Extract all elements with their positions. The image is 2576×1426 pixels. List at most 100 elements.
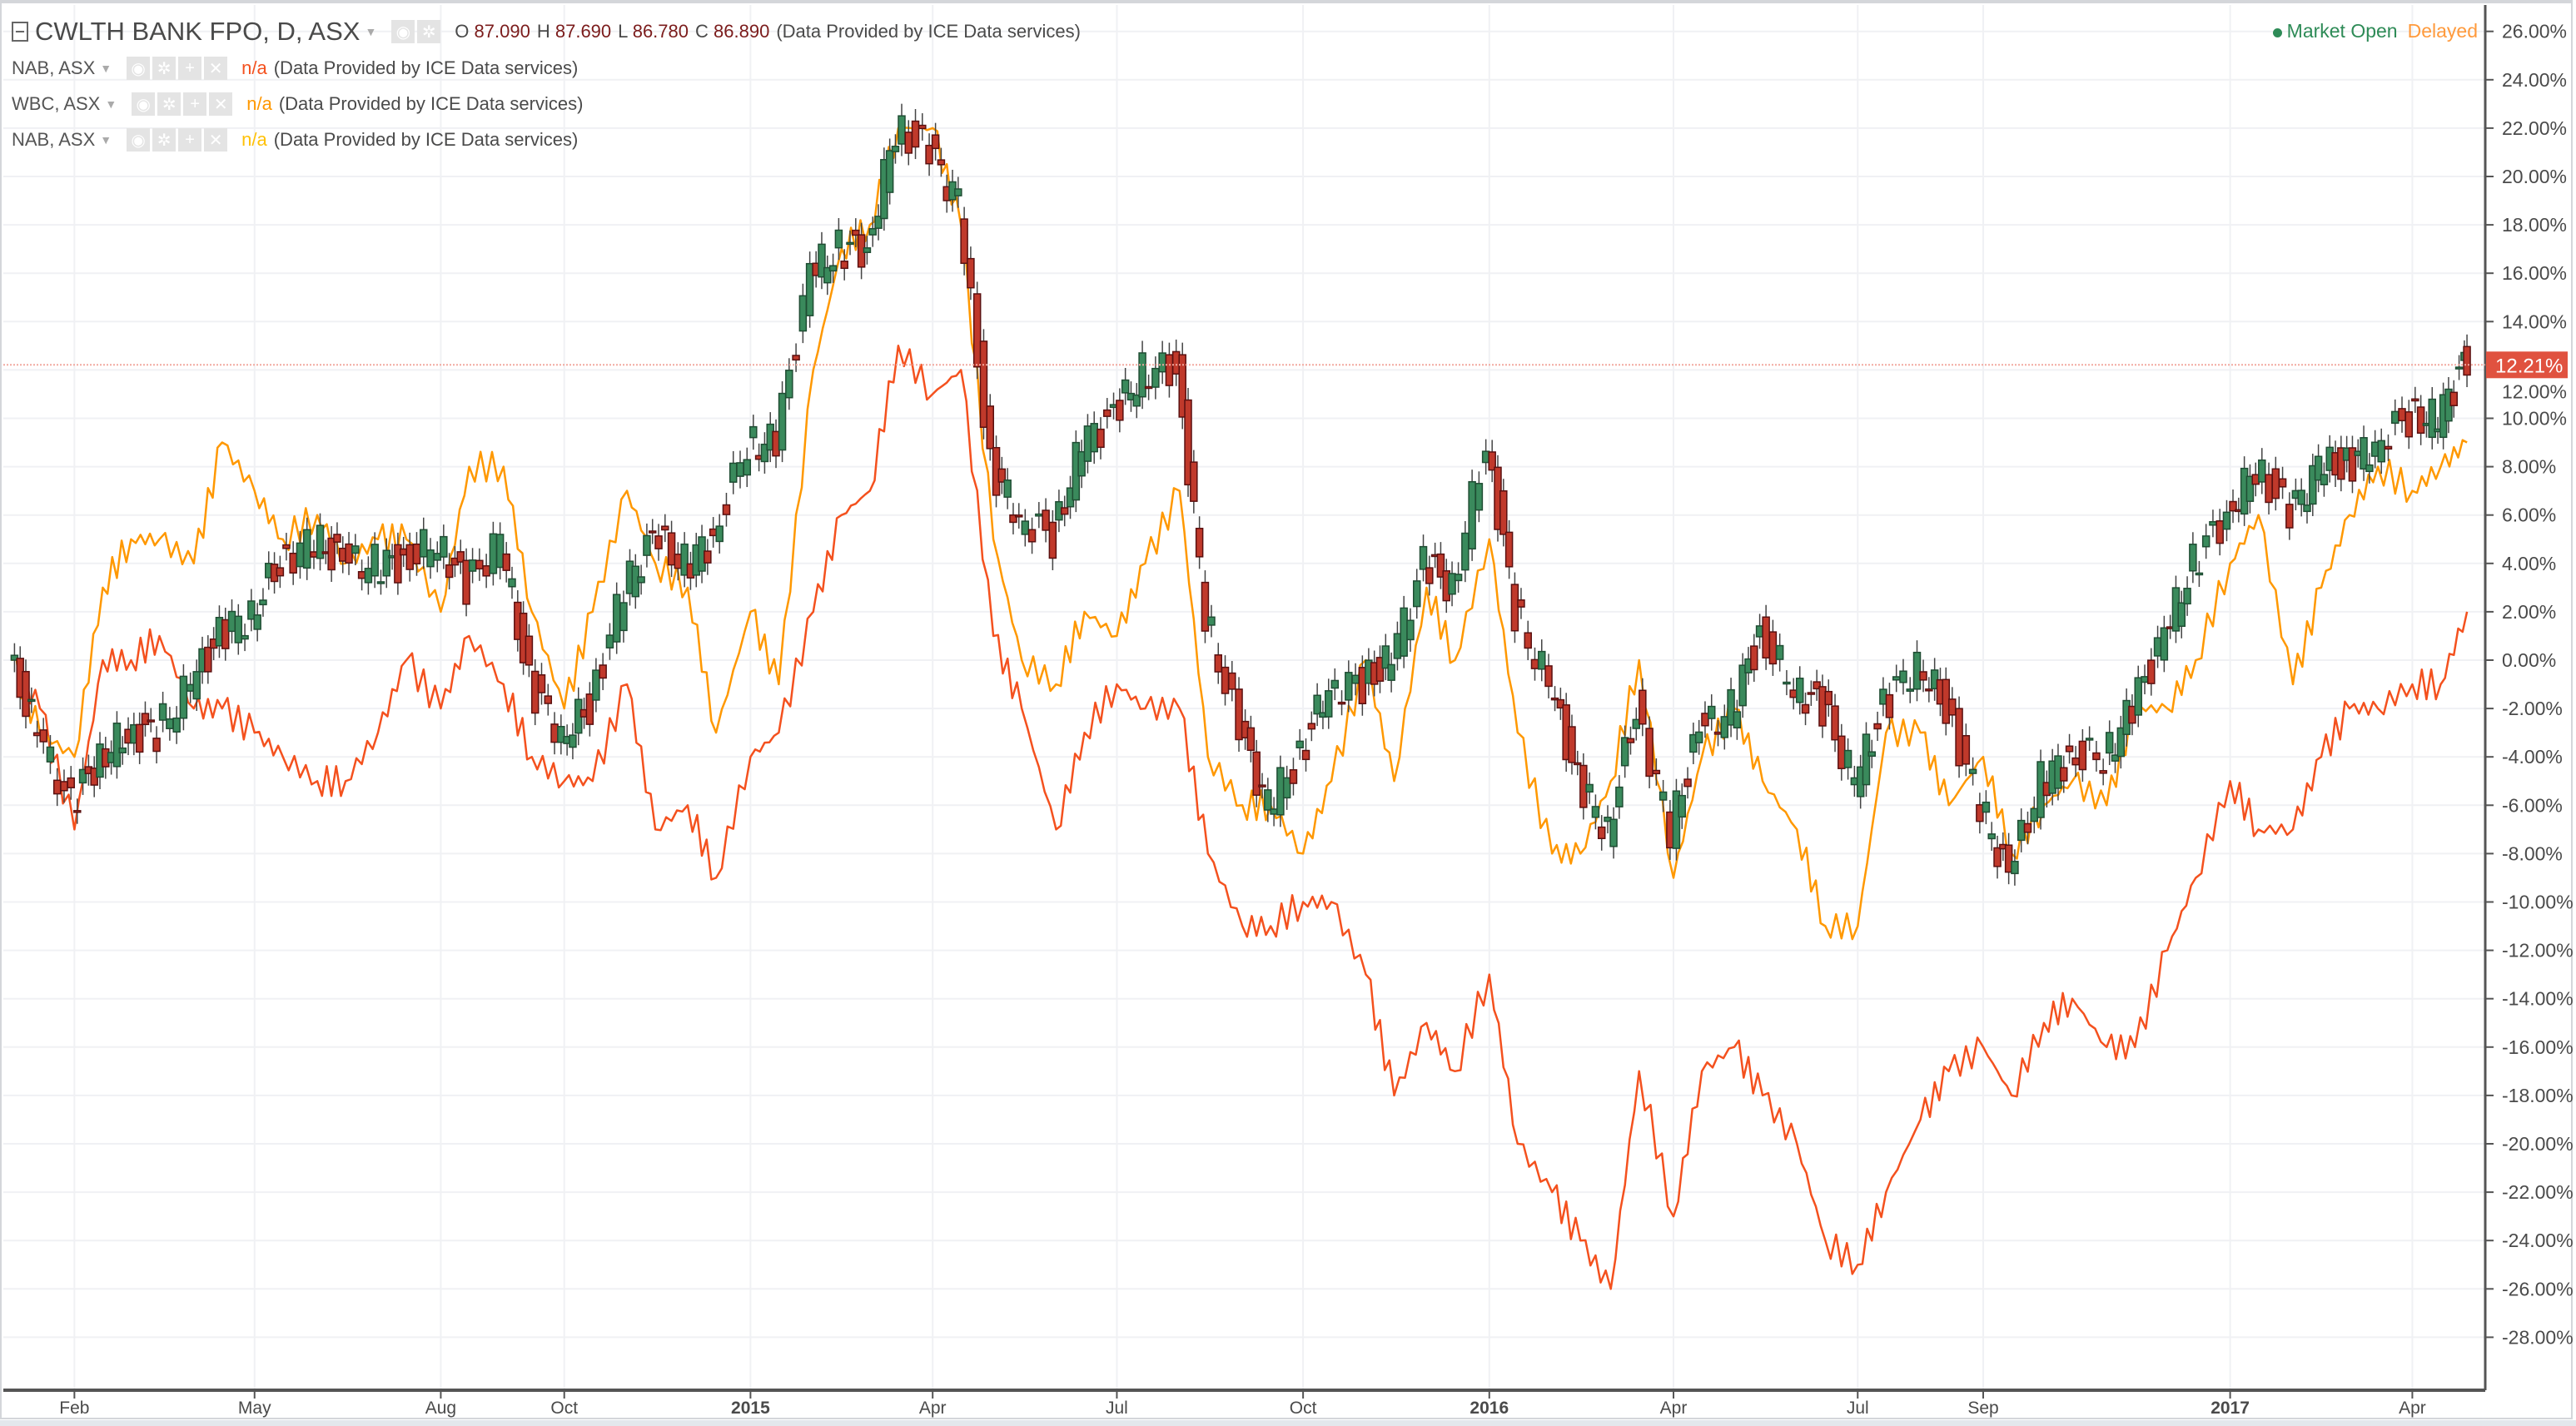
compare-symbol[interactable]: WBC, ASX bbox=[12, 93, 101, 114]
candle bbox=[1892, 664, 1901, 693]
chevron-down-icon[interactable]: ▼ bbox=[100, 62, 112, 75]
candle-body bbox=[1694, 731, 1703, 743]
chevron-down-icon[interactable]: ▼ bbox=[365, 25, 377, 38]
candle bbox=[2189, 532, 2197, 584]
candle bbox=[2030, 796, 2039, 834]
candle bbox=[445, 553, 454, 589]
candle bbox=[1550, 686, 1559, 712]
candle bbox=[544, 683, 553, 716]
candle-body bbox=[2222, 511, 2231, 530]
candle bbox=[241, 624, 249, 652]
candle-body bbox=[1406, 619, 1415, 641]
candle bbox=[2141, 664, 2149, 695]
candle-body bbox=[440, 535, 448, 558]
candle bbox=[585, 682, 594, 737]
y-tick-label: -20.00% bbox=[2502, 1133, 2574, 1155]
candle-body bbox=[22, 670, 30, 718]
candle bbox=[179, 663, 188, 731]
candle bbox=[1652, 758, 1661, 786]
candle-body bbox=[2265, 474, 2273, 504]
candle-body bbox=[1144, 385, 1153, 390]
y-tick-label: -2.00% bbox=[2502, 698, 2563, 719]
collapse-legend-icon[interactable] bbox=[12, 22, 28, 42]
candle bbox=[73, 798, 82, 824]
candle-body bbox=[1097, 428, 1105, 449]
candle bbox=[1021, 509, 1030, 547]
compare-symbol[interactable]: NAB, ASX bbox=[12, 57, 96, 78]
eye-icon[interactable]: ◉ bbox=[132, 92, 156, 116]
candle-body bbox=[1658, 791, 1668, 801]
candle-body bbox=[931, 134, 940, 150]
candle-body bbox=[2463, 345, 2471, 376]
candle bbox=[1195, 516, 1204, 569]
candle-body bbox=[1993, 847, 2002, 867]
candle-body bbox=[937, 159, 946, 166]
candle-body bbox=[1246, 727, 1256, 752]
candle bbox=[327, 526, 336, 582]
candle-body bbox=[722, 504, 731, 515]
candle bbox=[2105, 720, 2114, 766]
candle-body bbox=[445, 564, 454, 579]
close-icon[interactable]: ✕ bbox=[209, 92, 233, 116]
close-icon[interactable]: ✕ bbox=[204, 57, 228, 80]
candle bbox=[885, 138, 894, 205]
candle-body bbox=[1009, 514, 1017, 524]
candle-body bbox=[557, 726, 565, 743]
candle-body bbox=[1282, 777, 1291, 799]
candle-body bbox=[1337, 701, 1346, 705]
candle bbox=[525, 624, 534, 678]
plus-icon[interactable]: + bbox=[178, 57, 202, 80]
candle bbox=[370, 532, 379, 589]
candle-body bbox=[1221, 666, 1230, 694]
candle-body bbox=[715, 525, 724, 543]
candle-body bbox=[227, 610, 236, 633]
candle bbox=[2365, 453, 2374, 484]
main-symbol-title[interactable]: CWLTH BANK FPO, D, ASX bbox=[35, 17, 361, 46]
candle-body bbox=[1412, 580, 1421, 608]
close-icon[interactable]: ✕ bbox=[204, 128, 228, 152]
data-provider-note: (Data Provided by ICE Data services) bbox=[273, 57, 579, 78]
candle-body bbox=[1158, 352, 1166, 373]
candle bbox=[420, 517, 428, 569]
candle-body bbox=[147, 719, 156, 723]
candle-body bbox=[2189, 544, 2197, 572]
candle bbox=[1488, 440, 1496, 483]
candle-body bbox=[1962, 735, 1971, 765]
candle bbox=[2377, 428, 2385, 475]
candle-body bbox=[1184, 399, 1192, 486]
candle bbox=[1968, 757, 1977, 786]
candle bbox=[2092, 740, 2101, 772]
candle-body bbox=[2258, 459, 2266, 483]
candle bbox=[1672, 778, 1681, 861]
candle bbox=[316, 513, 325, 571]
compare-symbol[interactable]: NAB, ASX bbox=[12, 129, 96, 150]
plus-icon[interactable]: + bbox=[183, 92, 207, 116]
candle-body bbox=[537, 673, 546, 693]
candle bbox=[798, 283, 808, 344]
candle bbox=[954, 176, 962, 208]
chevron-down-icon[interactable]: ▼ bbox=[100, 133, 112, 147]
candle-body bbox=[1801, 703, 1810, 714]
gear-icon[interactable]: ✲ bbox=[152, 128, 177, 152]
chevron-down-icon[interactable]: ▼ bbox=[105, 97, 117, 111]
candle-body bbox=[1301, 749, 1310, 761]
eye-icon[interactable]: ◉ bbox=[127, 128, 151, 152]
gear-icon[interactable]: ✲ bbox=[157, 92, 182, 116]
plus-icon[interactable]: + bbox=[178, 128, 202, 152]
candle-body bbox=[2229, 500, 2237, 512]
candle bbox=[722, 492, 731, 527]
gear-icon[interactable]: ✲ bbox=[417, 20, 441, 43]
gear-icon[interactable]: ✲ bbox=[152, 57, 177, 80]
candle-body bbox=[1289, 769, 1298, 784]
last-value-label: 12.21% bbox=[2495, 355, 2563, 377]
candle-body bbox=[1436, 553, 1445, 578]
candle bbox=[1499, 479, 1508, 547]
candle-body bbox=[667, 532, 676, 566]
candle bbox=[1750, 634, 1758, 682]
eye-icon[interactable]: ◉ bbox=[127, 57, 151, 80]
candle bbox=[1158, 340, 1166, 385]
candle bbox=[863, 236, 872, 265]
candle bbox=[704, 539, 712, 575]
eye-icon[interactable]: ◉ bbox=[391, 20, 415, 43]
